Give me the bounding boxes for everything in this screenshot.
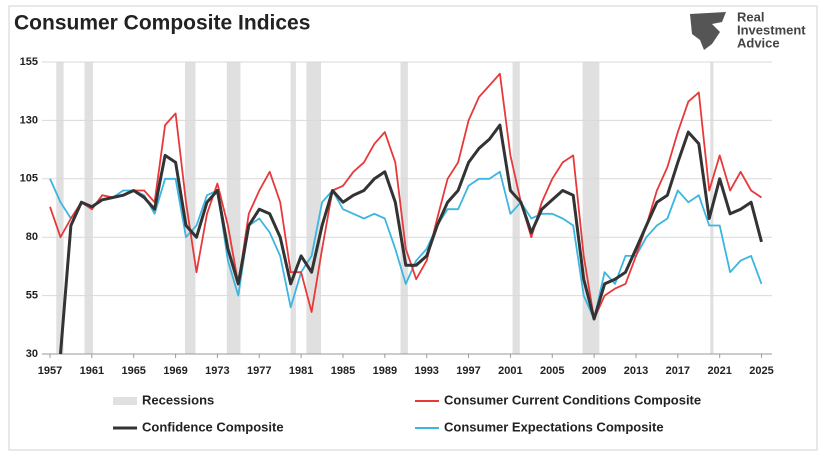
series-line: [49, 170, 763, 320]
frame: [8, 5, 818, 451]
y-tick-label: 30: [26, 348, 38, 360]
x-tick-label: 1969: [163, 365, 187, 377]
x-tick-label: 1965: [121, 365, 145, 377]
legend-label: Consumer Expectations Composite: [444, 419, 664, 434]
x-tick-label: 1973: [205, 365, 229, 377]
y-tick-label: 80: [26, 231, 38, 243]
y-tick-label: 55: [26, 290, 38, 302]
legend-label: Consumer Current Conditions Composite: [444, 392, 701, 407]
x-tick-label: 1993: [414, 365, 438, 377]
x-tick-label: 2001: [498, 365, 522, 377]
x-tick-label: 1981: [289, 365, 313, 377]
recession-band: [184, 62, 196, 354]
recession-band: [582, 62, 600, 354]
recession-band: [400, 62, 408, 354]
x-tick-label: 1997: [456, 365, 480, 377]
legend-label: Confidence Composite: [142, 419, 284, 434]
brand-text: Investment: [737, 22, 806, 37]
x-tick-label: 2017: [666, 365, 690, 377]
x-tick-label: 1957: [38, 365, 62, 377]
x-tick-label: 1961: [80, 365, 104, 377]
x-tick-label: 2005: [540, 365, 564, 377]
recession-band: [226, 62, 241, 354]
x-tick-label: 2009: [582, 365, 606, 377]
recession-band: [290, 62, 296, 354]
x-tick-label: 2013: [624, 365, 648, 377]
x-tick-label: 2021: [707, 365, 731, 377]
legend-swatch: [113, 397, 137, 405]
legend-label: Recessions: [142, 392, 214, 407]
x-tick-label: 1985: [331, 365, 355, 377]
recession-band: [306, 62, 322, 354]
y-tick-label: 105: [20, 173, 38, 185]
x-tick-label: 2025: [749, 365, 773, 377]
brand-logo: [690, 12, 726, 50]
x-tick-label: 1989: [373, 365, 397, 377]
series-line: [59, 123, 763, 355]
x-tick-label: 1977: [247, 365, 271, 377]
brand-text: Advice: [737, 35, 780, 50]
brand-text: Real: [737, 9, 764, 24]
recession-band: [56, 62, 64, 354]
chart-title: Consumer Composite Indices: [14, 12, 310, 35]
y-tick-label: 155: [20, 56, 38, 68]
y-tick-label: 130: [20, 114, 38, 126]
